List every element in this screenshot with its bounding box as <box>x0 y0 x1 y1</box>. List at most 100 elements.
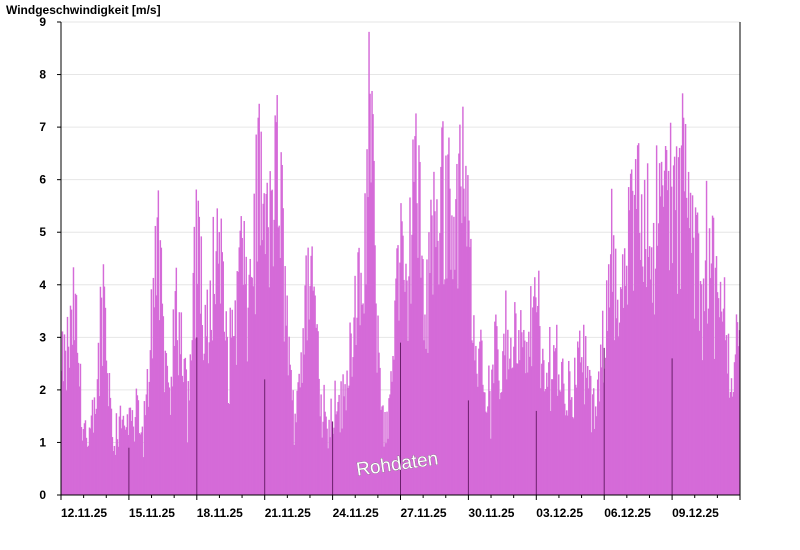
wind-bar <box>455 199 457 496</box>
wind-bar <box>687 171 690 496</box>
wind-bar <box>352 357 354 495</box>
x-tick-label: 24.11.25 <box>333 506 379 520</box>
wind-bar <box>197 200 200 496</box>
wind-bar <box>401 221 403 496</box>
wind-bar <box>498 380 500 495</box>
wind-bar <box>104 307 107 495</box>
wind-bar <box>356 317 358 495</box>
wind-bar <box>598 401 601 495</box>
wind-bar <box>241 237 243 495</box>
wind-bar <box>564 403 566 495</box>
wind-bar <box>226 336 228 495</box>
wind-bar <box>253 193 255 495</box>
wind-bar <box>600 367 603 495</box>
wind-bar <box>663 170 666 495</box>
wind-bar <box>571 397 573 495</box>
wind-bar <box>610 188 613 495</box>
wind-bar <box>208 342 211 495</box>
wind-bar <box>225 311 227 495</box>
wind-bar <box>419 161 421 496</box>
wind-bar <box>82 429 85 495</box>
wind-bar <box>258 103 260 495</box>
wind-bar <box>220 218 222 495</box>
wind-bar <box>652 222 655 495</box>
wind-bar <box>189 354 192 495</box>
wind-bar <box>730 378 733 495</box>
wind-bar <box>626 304 629 495</box>
wind-bar <box>107 406 110 495</box>
wind-bar <box>454 269 456 495</box>
wind-bar <box>295 422 297 495</box>
wind-bar <box>379 367 381 495</box>
wind-bar <box>520 310 522 495</box>
wind-bar <box>542 348 544 495</box>
wind-bar <box>581 357 583 495</box>
wind-bar <box>634 159 637 495</box>
wind-bar <box>532 307 534 495</box>
wind-bar <box>333 427 335 495</box>
x-tick-label: 15.11.25 <box>129 506 175 520</box>
wind-bar <box>487 406 489 495</box>
wind-bar <box>713 358 716 495</box>
wind-bar <box>446 278 448 495</box>
wind-bar <box>156 217 159 495</box>
wind-bar <box>109 397 112 495</box>
wind-bar <box>89 428 92 495</box>
wind-bar <box>691 195 694 496</box>
wind-bar <box>545 388 547 495</box>
wind-bar <box>348 385 350 495</box>
wind-bar <box>522 347 524 495</box>
wind-bar <box>725 335 728 495</box>
wind-bar <box>503 333 505 495</box>
wind-bar <box>668 270 671 495</box>
wind-bar <box>239 230 241 496</box>
wind-bar <box>538 270 540 495</box>
wind-bar <box>365 284 367 495</box>
wind-bar <box>578 347 580 495</box>
wind-bar <box>298 373 300 495</box>
wind-bar <box>272 266 274 495</box>
wind-bar <box>198 216 201 495</box>
wind-bar <box>151 358 154 495</box>
wind-bar <box>98 396 101 495</box>
wind-bar <box>469 247 471 495</box>
wind-bar <box>322 421 324 495</box>
wind-bar <box>78 386 81 495</box>
wind-bar <box>558 374 560 495</box>
wind-bar <box>641 266 644 495</box>
wind-bar <box>484 392 486 495</box>
wind-bar <box>264 254 266 495</box>
wind-bar <box>201 325 204 495</box>
wind-bar <box>712 217 715 496</box>
wind-bar <box>79 363 82 495</box>
wind-bar <box>611 291 614 495</box>
wind-bar <box>570 399 572 495</box>
wind-bar <box>153 307 156 495</box>
wind-bar <box>697 233 700 495</box>
x-tick-label: 09.12.25 <box>672 506 719 520</box>
wind-bar <box>660 161 663 496</box>
wind-bar <box>319 416 321 495</box>
wind-bar <box>229 307 231 495</box>
wind-bar <box>165 353 168 495</box>
wind-bar <box>575 384 577 495</box>
wind-bar <box>94 413 97 495</box>
wind-bar <box>539 326 541 495</box>
wind-bar <box>435 247 437 495</box>
wind-bar <box>674 210 677 496</box>
y-tick-labels: 0 1 2 3 4 5 6 7 8 9 <box>39 15 61 502</box>
wind-bar <box>735 314 738 495</box>
wind-bar <box>180 312 183 495</box>
wind-bar <box>724 340 727 495</box>
wind-bar <box>312 290 314 495</box>
wind-bar <box>278 225 280 495</box>
wind-bar <box>418 145 420 496</box>
wind-bar <box>565 415 567 495</box>
wind-bar <box>113 445 116 495</box>
wind-bar <box>677 157 680 495</box>
wind-bar <box>360 272 362 495</box>
wind-bar <box>525 373 527 495</box>
wind-bar <box>160 247 163 495</box>
wind-bar <box>187 381 190 495</box>
wind-bar <box>533 296 535 495</box>
